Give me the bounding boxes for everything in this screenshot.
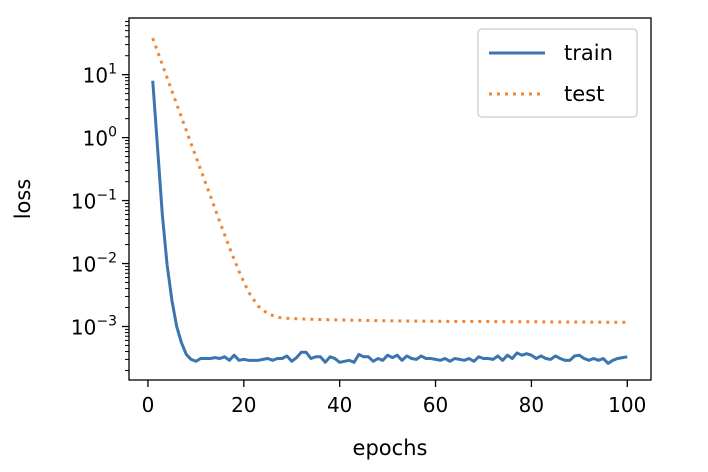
y-tick-label: 101 xyxy=(83,62,117,88)
legend-test-label: test xyxy=(564,82,604,106)
legend-train-label: train xyxy=(564,41,613,65)
y-tick-label: 10−1 xyxy=(71,188,117,214)
legend-box xyxy=(477,28,638,118)
x-axis-label: epochs xyxy=(353,436,428,460)
legend: train test xyxy=(477,28,638,118)
plot-series xyxy=(151,37,628,365)
x-tick-label: 100 xyxy=(608,393,646,417)
x-tick-label: 80 xyxy=(519,393,544,417)
x-axis-ticks: 0 20 40 60 80 100 xyxy=(142,380,646,417)
series-test-line xyxy=(151,37,628,324)
plot-frame xyxy=(128,17,652,381)
x-tick-label: 0 xyxy=(142,393,155,417)
y-tick-label: 10−2 xyxy=(71,251,117,277)
y-minor-ticks xyxy=(125,20,129,371)
y-axis-ticks: 101 100 10−1 10−2 10−3 xyxy=(71,62,129,339)
y-axis-label: loss xyxy=(11,179,35,220)
y-tick-label: 10−3 xyxy=(71,313,117,339)
series-train-line xyxy=(151,80,628,365)
y-tick-label: 100 xyxy=(83,125,117,151)
x-tick-label: 40 xyxy=(327,393,352,417)
x-tick-label: 60 xyxy=(423,393,448,417)
x-tick-label: 20 xyxy=(231,393,256,417)
